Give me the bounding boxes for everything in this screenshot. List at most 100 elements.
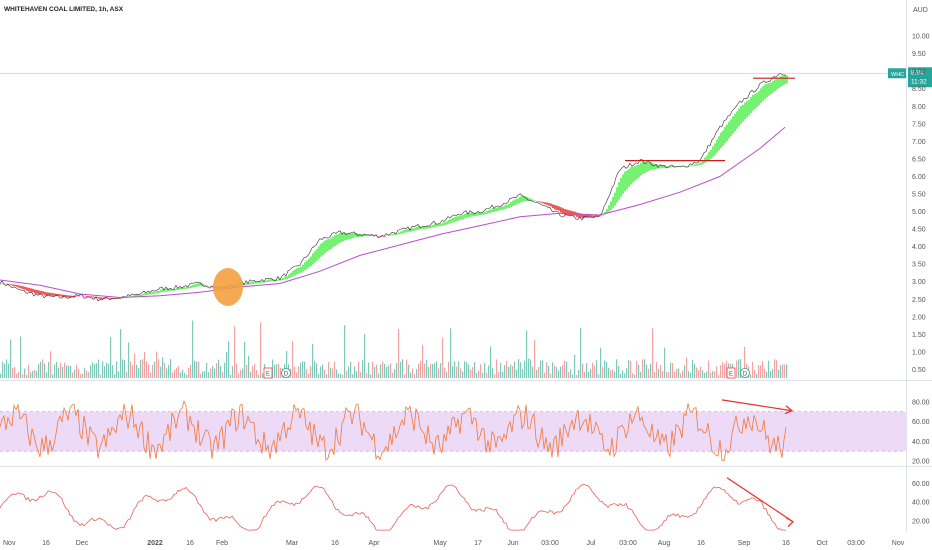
- ribbon-segment: [630, 167, 632, 184]
- volume-bar: [686, 358, 687, 378]
- event-marker[interactable]: E: [727, 368, 735, 378]
- ribbon-segment: [404, 230, 406, 233]
- volume-bar: [676, 369, 677, 378]
- ribbon-segment: [652, 163, 654, 169]
- event-marker[interactable]: D: [741, 369, 750, 378]
- ribbon-segment: [786, 75, 788, 83]
- volume-bar: [556, 367, 557, 378]
- ribbon-segment: [622, 174, 624, 193]
- ribbon-segment: [544, 202, 546, 204]
- ribbon-segment: [24, 287, 26, 290]
- chart-title: WHITEHAVEN COAL LIMITED, 1h, ASX: [4, 6, 124, 13]
- ribbon-segment: [494, 208, 496, 212]
- volume-bar: [108, 364, 109, 378]
- ribbon-segment: [266, 280, 268, 282]
- volume-bar: [312, 344, 313, 378]
- volume-bar: [666, 372, 667, 378]
- volume-bar: [450, 328, 451, 378]
- volume-bar: [596, 360, 597, 378]
- volume-bar: [130, 362, 131, 378]
- volume-bar: [12, 368, 13, 378]
- event-marker-label: D: [743, 372, 748, 378]
- volume-bar: [206, 363, 207, 378]
- event-marker-label: D: [284, 372, 289, 378]
- ribbon-segment: [476, 213, 478, 216]
- ribbon-segment: [536, 201, 538, 202]
- volume-bar: [56, 362, 57, 378]
- ribbon-segment: [36, 290, 38, 294]
- ribbon-segment: [16, 285, 18, 287]
- volume-bar: [188, 368, 189, 378]
- volume-bar: [558, 371, 559, 378]
- ribbon-segment: [430, 226, 432, 228]
- volume-bar: [280, 368, 281, 378]
- time-tick-label: 2022: [147, 540, 163, 547]
- ribbon-segment: [298, 267, 300, 273]
- volume-bar: [344, 325, 345, 378]
- volume-bar: [120, 329, 121, 378]
- volume-bar: [592, 363, 593, 378]
- ribbon-segment: [194, 284, 196, 287]
- ribbon-segment: [532, 200, 534, 201]
- volume-bar: [292, 341, 293, 378]
- event-marker[interactable]: D: [282, 369, 291, 378]
- volume-bar: [560, 367, 561, 378]
- ribbon-segment: [456, 216, 458, 221]
- volume-bar: [534, 340, 535, 378]
- volume-bar: [436, 361, 437, 378]
- volume-bar: [136, 365, 137, 378]
- rsi-tick-label: 80.00: [912, 399, 930, 406]
- volume-bar: [570, 369, 571, 378]
- ribbon-segment: [26, 287, 28, 290]
- volume-bar: [386, 367, 387, 378]
- rsi-tick-label: 40.00: [912, 439, 930, 446]
- ribbon-segment: [142, 294, 144, 296]
- volume-bar: [186, 375, 187, 378]
- volume-bar: [774, 359, 775, 378]
- ribbon-segment: [414, 228, 416, 231]
- volume-bar: [400, 362, 401, 378]
- ribbon-segment: [518, 198, 520, 204]
- ribbon-segment: [692, 165, 694, 166]
- volume-bar: [712, 371, 713, 378]
- time-tick-label: Oct: [817, 540, 828, 547]
- volume-bar: [190, 365, 191, 378]
- volume-bar: [554, 366, 555, 378]
- volume-bar: [498, 372, 499, 378]
- ribbon-segment: [718, 136, 720, 150]
- volume-bar: [182, 370, 183, 378]
- ribbon-segment: [462, 215, 464, 219]
- volume-bar: [594, 365, 595, 378]
- volume-bar: [502, 372, 503, 378]
- ribbon-segment: [438, 224, 440, 227]
- rsi-panel: [0, 400, 906, 461]
- volume-bar: [2, 362, 3, 378]
- volume-bar: [526, 330, 527, 378]
- ribbon-segment: [636, 165, 638, 179]
- rsi-divergence-arrow: [722, 400, 792, 411]
- ribbon-segment: [450, 219, 452, 223]
- ribbon-segment: [342, 233, 344, 241]
- volume-bar: [662, 371, 663, 378]
- volume-bar: [424, 363, 425, 378]
- time-tick-label: Aug: [658, 540, 671, 547]
- volume-bar: [528, 359, 529, 378]
- ribbon-segment: [608, 205, 610, 212]
- volume-bar: [522, 369, 523, 378]
- volume-bar: [628, 360, 629, 378]
- volume-bar: [294, 367, 295, 378]
- time-tick-label: Apr: [369, 540, 381, 547]
- osc-divergence-arrow: [727, 478, 793, 522]
- volume-bar: [544, 373, 545, 378]
- volume-bar: [326, 374, 327, 378]
- event-marker[interactable]: E: [264, 368, 272, 378]
- ribbon-segment: [502, 206, 504, 209]
- ribbon-segment: [14, 285, 16, 286]
- ribbon-segment: [602, 215, 604, 216]
- ribbon-segment: [352, 233, 354, 238]
- volume-bar: [582, 364, 583, 378]
- ribbon-segment: [148, 292, 150, 294]
- volume-bar: [630, 361, 631, 378]
- currency-label: AUD: [913, 7, 928, 14]
- osc-tick-label: 20.00: [912, 518, 930, 525]
